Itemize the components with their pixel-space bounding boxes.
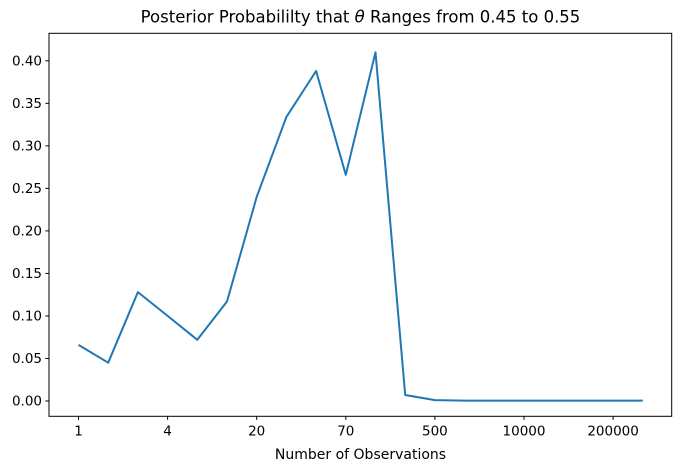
chart-title-suffix: Ranges from 0.45 to 0.55 xyxy=(365,8,581,27)
x-tick-label: 1 xyxy=(74,424,83,440)
x-tick-label: 200000 xyxy=(587,424,639,440)
y-tick-label: 0.05 xyxy=(12,351,42,367)
posterior-probability-line xyxy=(77,51,643,402)
chart-title: Posterior Probabililty that θ Ranges fro… xyxy=(141,8,581,27)
y-tick-label: 0.30 xyxy=(12,139,42,155)
x-tick-label: 4 xyxy=(163,424,172,440)
y-tick-label: 0.15 xyxy=(12,266,42,282)
plot-area xyxy=(49,33,672,417)
chart-title-theta-symbol: θ xyxy=(355,8,365,27)
y-tick-label: 0.25 xyxy=(12,181,42,197)
y-tick-label: 0.35 xyxy=(12,96,42,112)
y-axis-ticks: 0.00 0.05 0.10 0.15 0.20 0.25 0.30 0.35 0.40 xyxy=(12,54,49,410)
y-tick-label: 0.10 xyxy=(12,309,42,325)
data-series xyxy=(77,51,643,402)
y-tick-label: 0.00 xyxy=(12,394,42,410)
axes-spines xyxy=(48,32,673,417)
x-axis-ticks: 1 4 20 70 500 10000 200000 xyxy=(74,416,639,440)
x-tick-label: 10000 xyxy=(503,424,546,440)
x-tick-label: 500 xyxy=(422,424,448,440)
y-tick-label: 0.20 xyxy=(12,224,42,240)
y-tick-label: 0.40 xyxy=(12,54,42,70)
chart-title-prefix: Posterior Probabililty that xyxy=(141,8,355,27)
x-tick-label: 20 xyxy=(248,424,265,440)
x-axis-label: Number of Observations xyxy=(275,447,446,463)
x-tick-label: 70 xyxy=(337,424,354,440)
